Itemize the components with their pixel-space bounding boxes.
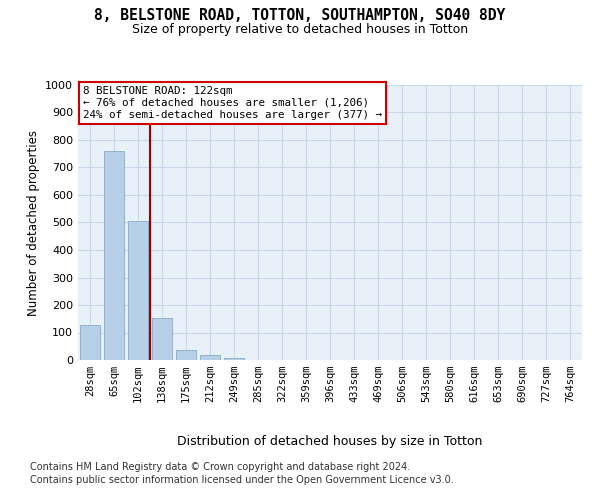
Bar [128, 221, 148, 360]
Bar [200, 356, 220, 360]
Y-axis label: Number of detached properties: Number of detached properties [26, 130, 40, 316]
Bar [80, 325, 100, 360]
Bar [104, 151, 124, 360]
Bar [224, 358, 244, 360]
Text: Contains HM Land Registry data © Crown copyright and database right 2024.: Contains HM Land Registry data © Crown c… [30, 462, 410, 472]
Bar [152, 318, 172, 360]
Text: Distribution of detached houses by size in Totton: Distribution of detached houses by size … [178, 435, 482, 448]
Text: 8, BELSTONE ROAD, TOTTON, SOUTHAMPTON, SO40 8DY: 8, BELSTONE ROAD, TOTTON, SOUTHAMPTON, S… [94, 8, 506, 22]
Text: Size of property relative to detached houses in Totton: Size of property relative to detached ho… [132, 22, 468, 36]
Bar [176, 350, 196, 360]
Text: 8 BELSTONE ROAD: 122sqm
← 76% of detached houses are smaller (1,206)
24% of semi: 8 BELSTONE ROAD: 122sqm ← 76% of detache… [83, 86, 382, 120]
Text: Contains public sector information licensed under the Open Government Licence v3: Contains public sector information licen… [30, 475, 454, 485]
